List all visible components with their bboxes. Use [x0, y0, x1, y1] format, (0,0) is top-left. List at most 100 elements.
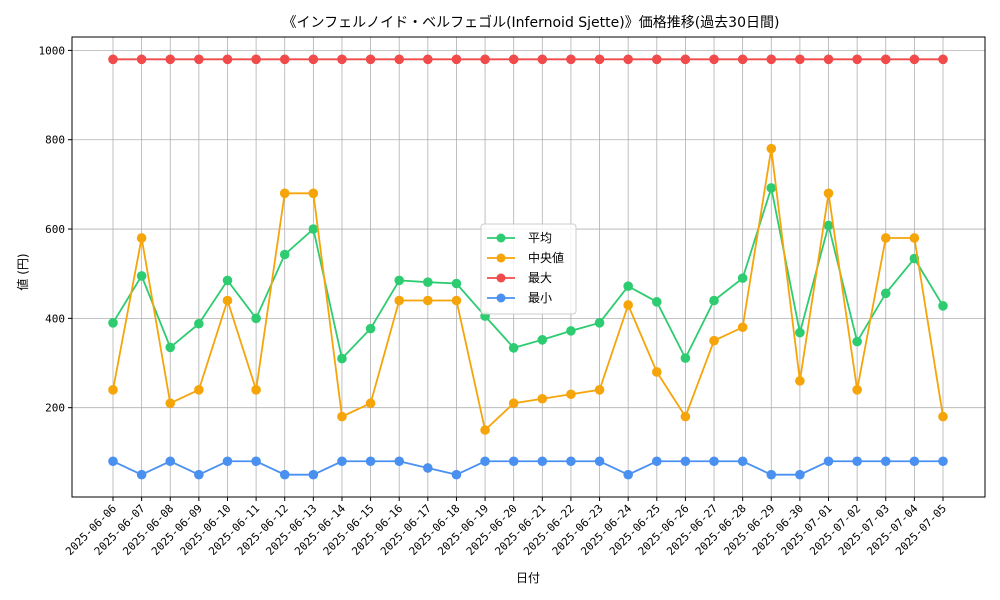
- data-point: [308, 224, 319, 234]
- data-point: [423, 295, 433, 306]
- data-point: [766, 183, 777, 193]
- series-line: [112, 148, 944, 432]
- data-point: [537, 393, 548, 404]
- data-point: [537, 456, 548, 467]
- data-point: [251, 456, 261, 467]
- data-point: [194, 54, 204, 65]
- y-axis-ticks: 200 400 600 800 1000: [39, 44, 72, 415]
- series-2: [108, 54, 948, 65]
- data-point: [394, 275, 405, 286]
- data-point: [795, 54, 805, 65]
- y-tick-label: 1000: [39, 44, 66, 57]
- data-point: [194, 469, 204, 480]
- y-tick-label: 800: [45, 134, 65, 147]
- series-line: [112, 460, 943, 476]
- data-point: [823, 188, 834, 199]
- data-point: [508, 343, 519, 353]
- y-tick-label: 200: [45, 402, 65, 415]
- data-point: [365, 398, 376, 409]
- data-point: [823, 54, 834, 65]
- data-point: [623, 54, 633, 65]
- data-point: [194, 318, 204, 329]
- data-point: [880, 233, 891, 243]
- data-point: [737, 456, 748, 467]
- data-point: [709, 295, 719, 306]
- data-point: [623, 469, 633, 480]
- legend-label: 最大: [528, 271, 552, 285]
- legend-label: 平均: [528, 231, 552, 245]
- data-point: [337, 54, 347, 65]
- data-point: [938, 456, 948, 467]
- data-point: [451, 278, 462, 289]
- legend-marker: [496, 253, 506, 263]
- data-point: [852, 456, 862, 467]
- data-point: [423, 54, 433, 65]
- data-point: [508, 54, 519, 65]
- data-point: [136, 469, 147, 480]
- data-point: [709, 456, 719, 467]
- series-layer: [108, 54, 948, 480]
- data-point: [651, 456, 662, 467]
- y-tick-label: 600: [45, 223, 65, 236]
- data-point: [651, 367, 662, 377]
- data-point: [222, 295, 233, 306]
- chart-title: 《インフェルノイド・ベルフェゴル(Infernoid Sjette)》価格推移(…: [283, 14, 780, 31]
- data-point: [623, 300, 633, 310]
- data-point: [394, 54, 405, 65]
- data-point: [480, 54, 490, 65]
- legend-box: [480, 223, 577, 315]
- data-point: [566, 326, 576, 336]
- data-point: [623, 281, 633, 292]
- data-point: [909, 54, 920, 65]
- data-point: [108, 456, 118, 467]
- data-point: [594, 385, 605, 395]
- data-point: [165, 342, 176, 353]
- data-point: [709, 335, 719, 346]
- series-1: [108, 143, 948, 435]
- data-point: [108, 318, 118, 328]
- data-point: [566, 389, 576, 400]
- data-point: [737, 322, 748, 333]
- data-point: [394, 456, 405, 467]
- data-point: [737, 54, 748, 65]
- data-point: [766, 143, 777, 154]
- data-point: [451, 54, 462, 65]
- data-point: [136, 233, 147, 243]
- data-point: [508, 398, 519, 409]
- data-point: [594, 318, 605, 328]
- data-point: [108, 385, 118, 395]
- data-point: [938, 411, 948, 422]
- data-point: [222, 275, 233, 286]
- legend-marker: [496, 233, 506, 243]
- data-point: [680, 54, 691, 65]
- data-point: [423, 277, 433, 287]
- data-point: [508, 456, 519, 467]
- data-point: [680, 411, 691, 422]
- data-point: [337, 411, 347, 422]
- data-point: [279, 188, 290, 199]
- data-point: [108, 54, 118, 65]
- data-point: [365, 456, 376, 467]
- data-point: [480, 425, 490, 435]
- data-point: [365, 323, 376, 334]
- data-point: [795, 327, 805, 338]
- data-point: [594, 54, 605, 65]
- y-tick-label: 400: [45, 312, 65, 325]
- series-line: [112, 187, 944, 361]
- data-point: [880, 54, 891, 65]
- data-point: [537, 54, 548, 65]
- data-point: [165, 54, 176, 65]
- data-point: [566, 456, 576, 467]
- data-point: [852, 54, 862, 65]
- legend-marker: [496, 273, 506, 283]
- data-point: [938, 54, 948, 65]
- data-point: [251, 385, 261, 395]
- data-point: [480, 456, 490, 467]
- data-point: [651, 297, 662, 307]
- data-point: [222, 54, 233, 65]
- data-point: [423, 463, 433, 473]
- data-point: [308, 469, 319, 480]
- data-point: [852, 385, 862, 395]
- data-point: [337, 353, 347, 364]
